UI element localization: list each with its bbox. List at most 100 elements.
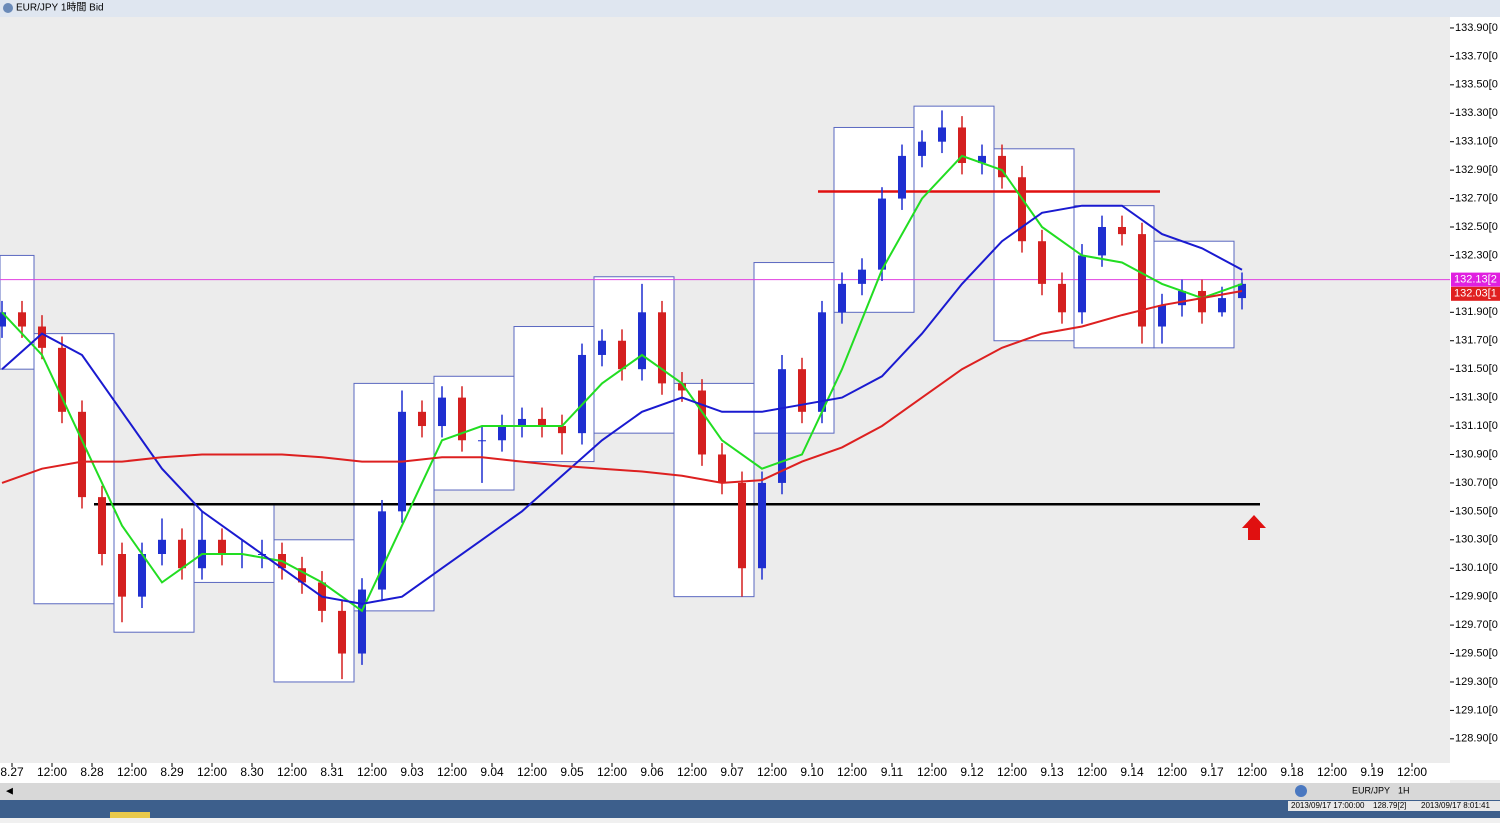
candle-body — [98, 497, 106, 555]
candle-body — [818, 312, 826, 412]
status-time: 2013/09/17 17:00:00 — [1291, 801, 1365, 810]
candle-body — [1178, 290, 1186, 306]
y-tick-label: 129.10[0 — [1455, 704, 1498, 716]
x-tick-label: 9.19 — [1360, 765, 1384, 779]
candle-body — [558, 426, 566, 434]
scrollbar[interactable] — [0, 783, 1500, 800]
candle-body — [1198, 290, 1206, 313]
x-tick-label: 9.03 — [400, 765, 424, 779]
candle-body — [1158, 305, 1166, 327]
candle-body — [358, 589, 366, 654]
x-tick-label: 12:00 — [357, 765, 387, 779]
candle-body — [758, 482, 766, 569]
title-bar — [0, 0, 1500, 17]
app-icon — [3, 3, 13, 13]
candle-body — [78, 411, 86, 498]
x-tick-label: 9.05 — [560, 765, 584, 779]
candle-body — [738, 482, 746, 569]
candle-body — [518, 418, 526, 427]
candle-body — [1138, 234, 1146, 327]
candle-body — [798, 369, 806, 412]
x-tick-label: 12:00 — [197, 765, 227, 779]
globe-button[interactable] — [1295, 785, 1307, 797]
x-tick-label: 12:00 — [1397, 765, 1427, 779]
scroll-left[interactable]: ◀ — [6, 785, 13, 795]
x-tick-label: 12:00 — [437, 765, 467, 779]
candle-body — [458, 397, 466, 441]
x-tick-label: 12:00 — [277, 765, 307, 779]
candle-body — [0, 312, 6, 327]
x-tick-label: 12:00 — [677, 765, 707, 779]
range-box — [193, 503, 275, 583]
candle-body — [658, 312, 666, 384]
candle-body — [778, 369, 786, 483]
candle-body — [438, 397, 446, 427]
x-tick-label: 8.31 — [320, 765, 344, 779]
candle-body — [838, 283, 846, 313]
x-tick-label: 8.30 — [240, 765, 264, 779]
price-tag-label: 132.13[2 — [1454, 274, 1497, 286]
candle-body — [1038, 241, 1046, 284]
x-tick-label: 9.18 — [1280, 765, 1304, 779]
candle-body — [158, 539, 166, 555]
x-tick-label: 12:00 — [917, 765, 947, 779]
candle-body — [118, 554, 126, 597]
x-tick-label: 12:00 — [117, 765, 147, 779]
candle-body — [1118, 226, 1126, 235]
y-tick-label: 133.30[0 — [1455, 107, 1498, 119]
y-tick-label: 131.10[0 — [1455, 420, 1498, 432]
price-tag-label: 132.03[1 — [1454, 288, 1497, 300]
status-clock: 2013/09/17 8:01:41 — [1421, 801, 1491, 810]
time-axis — [0, 763, 1450, 783]
candle-body — [58, 347, 66, 412]
taskbar — [0, 800, 1500, 818]
y-tick-label: 130.30[0 — [1455, 534, 1498, 546]
y-tick-label: 131.70[0 — [1455, 335, 1498, 347]
x-tick-label: 12:00 — [1157, 765, 1187, 779]
candle-body — [978, 155, 986, 164]
x-tick-label: 12:00 — [997, 765, 1027, 779]
y-tick-label: 129.90[0 — [1455, 591, 1498, 603]
y-tick-label: 129.30[0 — [1455, 676, 1498, 688]
y-tick-label: 131.50[0 — [1455, 363, 1498, 375]
x-tick-label: 12:00 — [837, 765, 867, 779]
x-tick-label: 12:00 — [1237, 765, 1267, 779]
y-tick-label: 133.70[0 — [1455, 50, 1498, 62]
price-axis — [1450, 17, 1500, 780]
candle-body — [598, 340, 606, 355]
range-box — [913, 105, 995, 192]
x-tick-label: 8.29 — [160, 765, 184, 779]
candle-body — [878, 198, 886, 270]
x-tick-label: 9.12 — [960, 765, 984, 779]
task-button[interactable] — [110, 812, 150, 818]
candle-body — [1078, 255, 1086, 313]
candle-body — [718, 454, 726, 483]
y-tick-label: 132.50[0 — [1455, 221, 1498, 233]
candle-body — [858, 269, 866, 284]
ma-line — [1, 204, 1243, 605]
candle-body — [218, 539, 226, 555]
arrow — [1242, 515, 1266, 540]
y-tick-label: 133.10[0 — [1455, 136, 1498, 148]
y-tick-label: 129.50[0 — [1455, 647, 1498, 659]
candle-body — [178, 539, 186, 569]
candle-body — [378, 511, 386, 590]
y-tick-label: 133.90[0 — [1455, 22, 1498, 34]
candle-body — [918, 141, 926, 156]
y-tick-label: 133.50[0 — [1455, 79, 1498, 91]
timeframe-select[interactable]: 1H — [1398, 785, 1410, 795]
status-bar — [1288, 801, 1500, 811]
candle-body — [1058, 283, 1066, 313]
y-tick-label: 131.30[0 — [1455, 392, 1498, 404]
candle-body — [578, 354, 586, 434]
status-price: 128.79[2] — [1373, 801, 1406, 810]
candle-body — [38, 326, 46, 348]
y-tick-label: 130.70[0 — [1455, 477, 1498, 489]
symbol-select[interactable]: EUR/JPY — [1352, 785, 1390, 795]
x-tick-label: 9.17 — [1200, 765, 1224, 779]
x-tick-label: 9.07 — [720, 765, 744, 779]
x-tick-label: 12:00 — [37, 765, 67, 779]
x-tick-label: 12:00 — [517, 765, 547, 779]
candle-body — [1238, 283, 1246, 299]
